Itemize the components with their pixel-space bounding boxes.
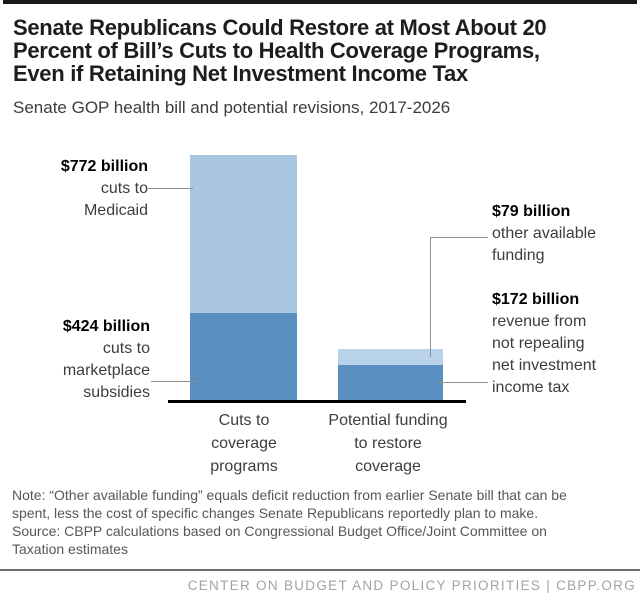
annotation-value: $772 billion — [60, 158, 148, 175]
annotation-value: $424 billion — [62, 318, 150, 335]
annotation-text-line: marketplace — [62, 362, 150, 379]
note-text: Note: “Other available funding” equals d… — [12, 487, 630, 522]
top-rule — [3, 0, 637, 4]
page-title: Senate Republicans Could Restore at Most… — [13, 16, 640, 85]
annotation-text-line: income tax — [492, 379, 570, 396]
annotation-424-billion: $424 billion cuts to marketplace subsidi… — [63, 316, 150, 404]
title-line-3: Even if Retaining Net Investment Income … — [13, 61, 468, 86]
annotation-value: $172 billion — [492, 291, 580, 308]
annotation-text-line: cuts to — [102, 340, 150, 357]
title-line-2: Percent of Bill’s Cuts to Health Coverag… — [13, 38, 540, 63]
annotation-79-billion: $79 billion other available funding — [492, 201, 596, 267]
category-line: coverage — [211, 435, 277, 452]
category-line: programs — [210, 458, 278, 475]
category-line: Cuts to — [218, 412, 270, 429]
title-line-1: Senate Republicans Could Restore at Most… — [13, 15, 547, 40]
category-line: coverage — [355, 458, 421, 475]
category-label-potential-funding: Potential funding to restore coverage — [303, 409, 473, 478]
footer-rule — [0, 569, 640, 571]
annotation-text-line: not repealing — [492, 335, 585, 352]
annotation-text-line: cuts to — [100, 180, 148, 197]
leader-line-79-vertical — [430, 237, 431, 357]
source-line: Source: CBPP calculations based on Congr… — [12, 523, 547, 539]
leader-line-424 — [151, 381, 197, 382]
chart-subtitle: Senate GOP health bill and potential rev… — [13, 98, 451, 117]
annotation-text-line: subsidies — [83, 384, 150, 401]
annotation-172-billion: $172 billion revenue from not repealing … — [492, 289, 596, 399]
bar-segment-net-investment-tax-revenue — [338, 365, 443, 400]
annotation-text-line: revenue from — [492, 313, 587, 330]
bar-segment-other-available-funding — [338, 349, 443, 365]
source-line: Taxation estimates — [12, 540, 128, 557]
annotation-value: $79 billion — [492, 203, 571, 220]
bar-segment-medicaid-cuts — [190, 155, 297, 313]
x-axis-line — [168, 400, 466, 403]
annotation-text-line: other available — [492, 225, 597, 242]
annotation-text-line: Medicaid — [83, 202, 148, 219]
leader-line-79-horizontal — [430, 237, 488, 238]
note-line: Note: “Other available funding” equals d… — [12, 487, 567, 503]
bar-segment-marketplace-subsidy-cuts — [190, 313, 297, 400]
footer-branding: CENTER ON BUDGET AND POLICY PRIORITIES |… — [187, 578, 636, 593]
category-line: to restore — [354, 435, 422, 452]
annotation-772-billion: $772 billion cuts to Medicaid — [61, 156, 148, 222]
note-line: spent, less the cost of specific changes… — [12, 504, 539, 521]
category-line: Potential funding — [328, 412, 448, 429]
annotation-text-line: net investment — [492, 357, 597, 374]
leader-line-172 — [437, 382, 488, 383]
annotation-text-line: funding — [492, 247, 545, 264]
leader-line-772 — [148, 188, 193, 189]
source-text: Source: CBPP calculations based on Congr… — [12, 523, 630, 558]
category-label-cuts-to-coverage: Cuts to coverage programs — [168, 409, 320, 478]
